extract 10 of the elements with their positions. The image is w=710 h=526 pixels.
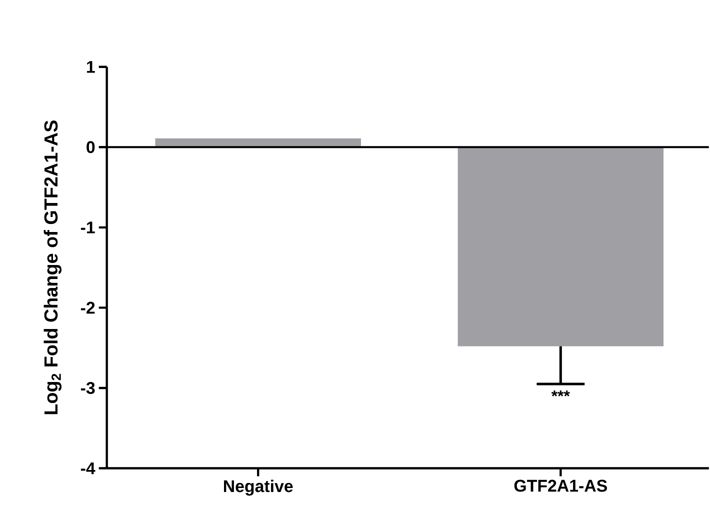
y-tick-label: -4 (80, 462, 96, 474)
y-axis-title: Log$_{2}$ Fold Change of GTF2A1-AS (44, 120, 62, 414)
y-tick-label: 0 (86, 141, 95, 154)
y-tick-label: -3 (80, 382, 95, 394)
y-tick-label: -1 (80, 222, 95, 234)
y-tick-label: 1 (86, 60, 95, 73)
x-tick-label: GTF2A1-AS (514, 480, 607, 492)
x-tick-label: Negative (224, 480, 293, 496)
y-tick-label: -2 (80, 302, 95, 314)
annotation: *** (551, 390, 570, 396)
